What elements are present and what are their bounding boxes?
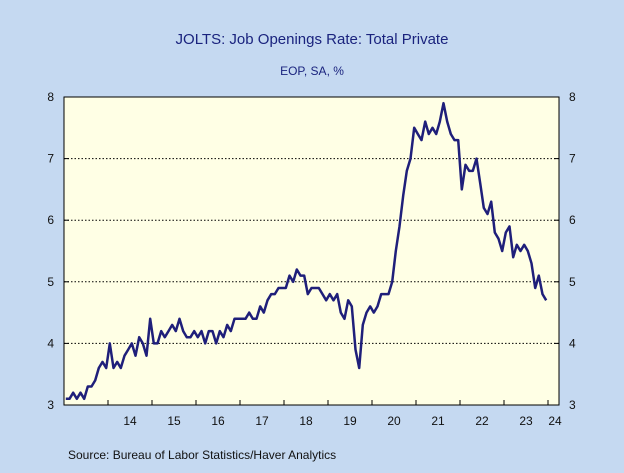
x-axis: 14 15 16 17 18 19 20 21 22 23 24 bbox=[107, 400, 562, 428]
y-tick-label-left: 6 bbox=[47, 213, 54, 227]
y-tick-label-right: 8 bbox=[569, 90, 576, 104]
x-tick-label: 14 bbox=[123, 414, 137, 428]
x-tick-label: 19 bbox=[343, 414, 357, 428]
y-tick-label-right: 3 bbox=[569, 398, 576, 412]
x-tick-label: 23 bbox=[519, 414, 533, 428]
y-axis-right: 3 4 5 6 7 8 bbox=[554, 90, 576, 412]
y-tick-label-right: 7 bbox=[569, 152, 576, 166]
plot-area bbox=[63, 96, 560, 406]
y-tick-label-right: 6 bbox=[569, 213, 576, 227]
y-tick-label-left: 7 bbox=[47, 152, 54, 166]
chart-title: JOLTS: Job Openings Rate: Total Private bbox=[176, 31, 449, 48]
x-tick-label: 17 bbox=[255, 414, 269, 428]
y-tick-label-left: 4 bbox=[47, 336, 54, 350]
series-line bbox=[65, 101, 548, 401]
y-tick-label-left: 5 bbox=[47, 275, 54, 289]
x-tick-label: 20 bbox=[387, 414, 401, 428]
x-tick-label: 22 bbox=[475, 414, 489, 428]
y-axis-left: 3 4 5 6 7 8 bbox=[47, 90, 69, 412]
chart-subtitle: EOP, SA, % bbox=[280, 64, 344, 78]
y-tick-label-right: 5 bbox=[569, 275, 576, 289]
y-tick-label-left: 8 bbox=[47, 90, 54, 104]
x-tick-label: 21 bbox=[431, 414, 445, 428]
x-tick-label: 24 bbox=[548, 414, 562, 428]
y-tick-label-left: 3 bbox=[47, 398, 54, 412]
series-layer bbox=[65, 101, 548, 401]
x-tick-label: 18 bbox=[299, 414, 313, 428]
x-tick-label: 16 bbox=[211, 414, 225, 428]
chart-source: Source: Bureau of Labor Statistics/Haver… bbox=[68, 448, 336, 462]
x-tick-label: 15 bbox=[167, 414, 181, 428]
y-tick-label-right: 4 bbox=[569, 336, 576, 350]
